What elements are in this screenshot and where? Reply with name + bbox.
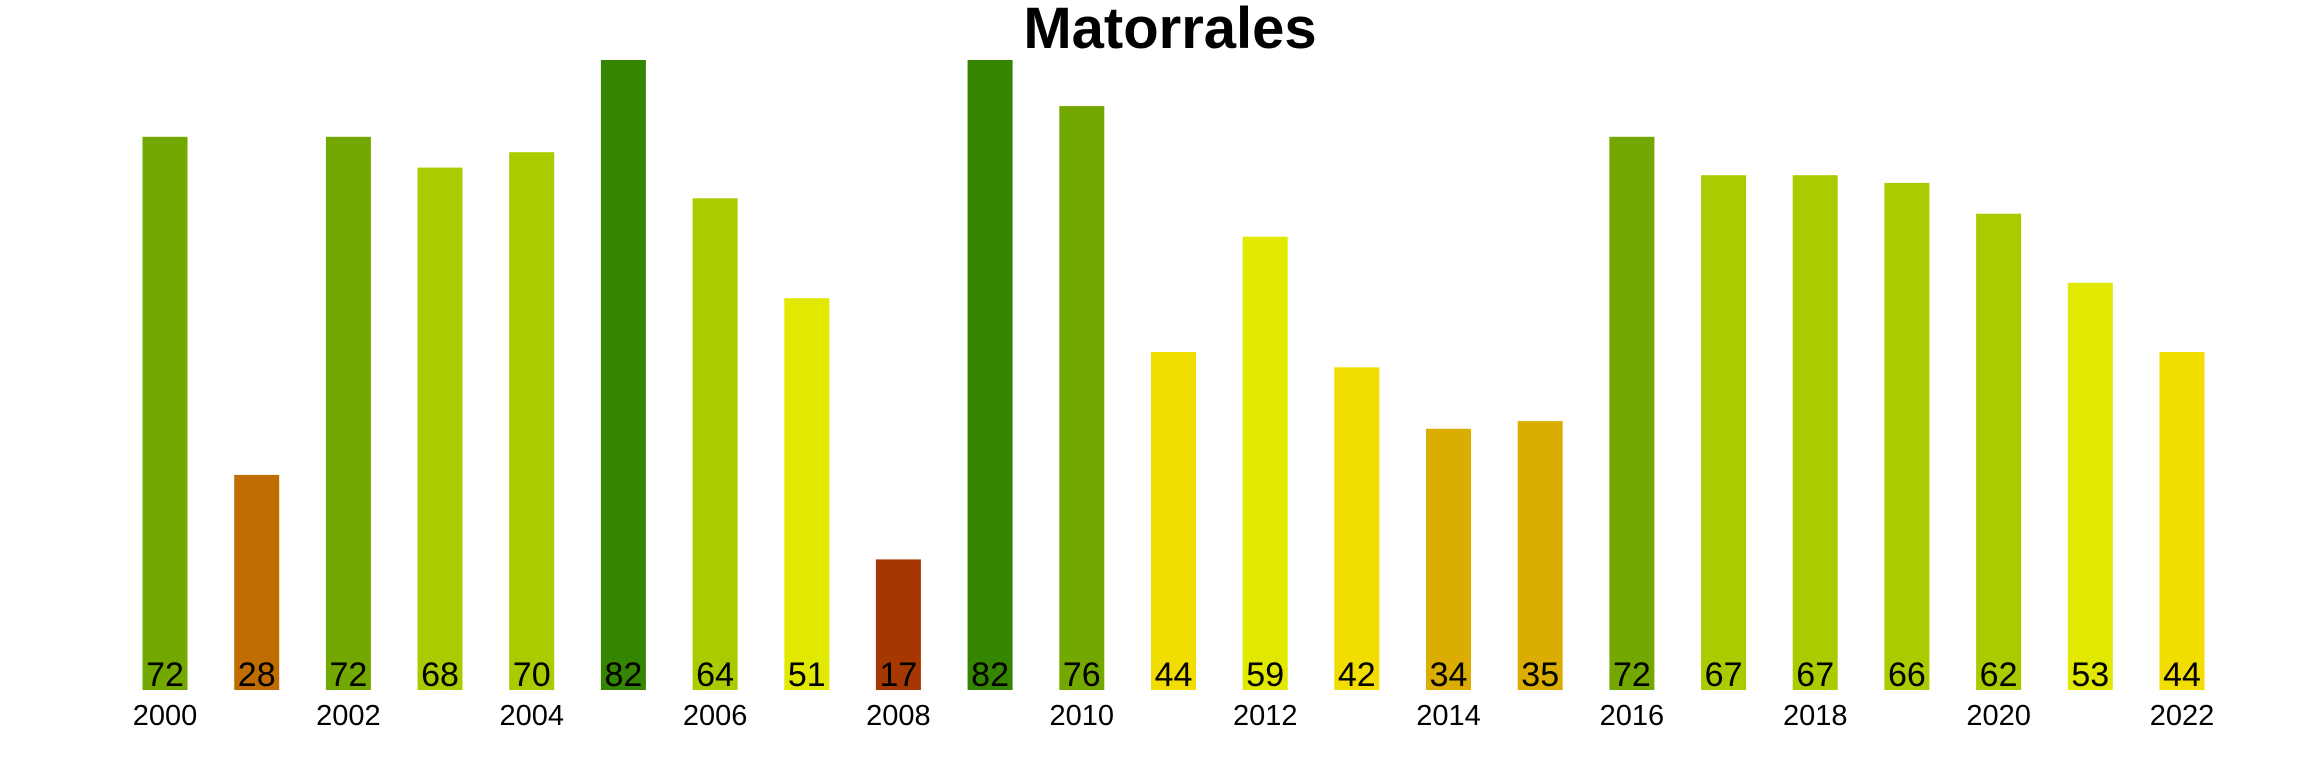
data-label-2002: 72 [329,656,367,694]
bar-2022 [2159,352,2205,690]
x-tick-label-2016: 2016 [1600,700,1665,732]
x-tick-label-2004: 2004 [499,700,564,732]
x-tick-label-2018: 2018 [1783,700,1848,732]
data-label-2022: 44 [2163,656,2201,694]
data-label-2004: 70 [513,656,551,694]
bar-2020 [1976,213,2022,690]
bar-2009 [967,60,1013,690]
bar-2021 [2067,282,2113,690]
bar-2013 [1334,367,1380,690]
bar-2006 [692,198,738,691]
bar-2000 [142,136,188,691]
data-label-2009: 82 [971,656,1009,694]
x-tick-label-2008: 2008 [866,700,931,732]
data-label-2001: 28 [238,656,276,694]
data-label-2005: 82 [604,656,642,694]
data-label-2014: 34 [1430,656,1468,694]
bar-2012 [1242,236,1288,690]
data-label-2006: 64 [696,656,734,694]
data-label-2000: 72 [146,656,184,694]
bar-2004 [509,152,555,690]
bar-2017 [1701,175,1747,690]
x-tick-label-2006: 2006 [683,700,748,732]
x-tick-label-2010: 2010 [1050,700,1115,732]
bar-labels-group: 72 28 72 68 70 82 64 51 17 82 76 44 59 42 34 35 72 67 67 66… [146,656,2201,694]
data-label-2021: 53 [2071,656,2109,694]
data-label-2015: 35 [1521,656,1559,694]
data-label-2007: 51 [788,656,826,694]
data-label-2017: 67 [1705,656,1743,694]
x-tick-label-2002: 2002 [316,700,381,732]
bar-2011 [1151,352,1196,690]
data-label-2003: 68 [421,656,459,694]
bar-2007 [784,298,830,690]
data-label-2013: 42 [1338,656,1376,694]
bar-2003 [417,167,463,691]
x-tick-label-2022: 2022 [2150,700,2215,732]
x-tick-label-2000: 2000 [133,700,198,732]
data-label-2010: 76 [1063,656,1101,694]
bars-group [142,60,2205,691]
x-tick-label-2014: 2014 [1416,700,1481,732]
data-label-2019: 66 [1888,656,1926,694]
bar-2018 [1792,175,1838,690]
x-tick-label-2020: 2020 [1966,700,2031,732]
bar-2005 [600,60,646,690]
bar-2014 [1426,428,1471,690]
bar-2008 [875,559,921,690]
x-tick-label-2012: 2012 [1233,700,1298,732]
bar-2010 [1059,106,1105,691]
bar-2016 [1609,136,1655,691]
data-label-2012: 59 [1246,656,1284,694]
bar-2001 [234,474,280,690]
data-label-2018: 67 [1796,656,1834,694]
data-label-2016: 72 [1613,656,1651,694]
data-label-2020: 62 [1980,656,2018,694]
data-label-2011: 44 [1155,656,1193,694]
x-axis-ticks: 2000 2002 2004 2006 2008 2010 2012 2014 2016 2018… [133,700,2215,732]
bar-2019 [1884,182,1930,690]
chart-title: Matorrales [1023,0,1316,61]
bar-2015 [1517,421,1563,690]
data-label-2008: 17 [879,656,917,694]
bar-2002 [325,136,371,691]
